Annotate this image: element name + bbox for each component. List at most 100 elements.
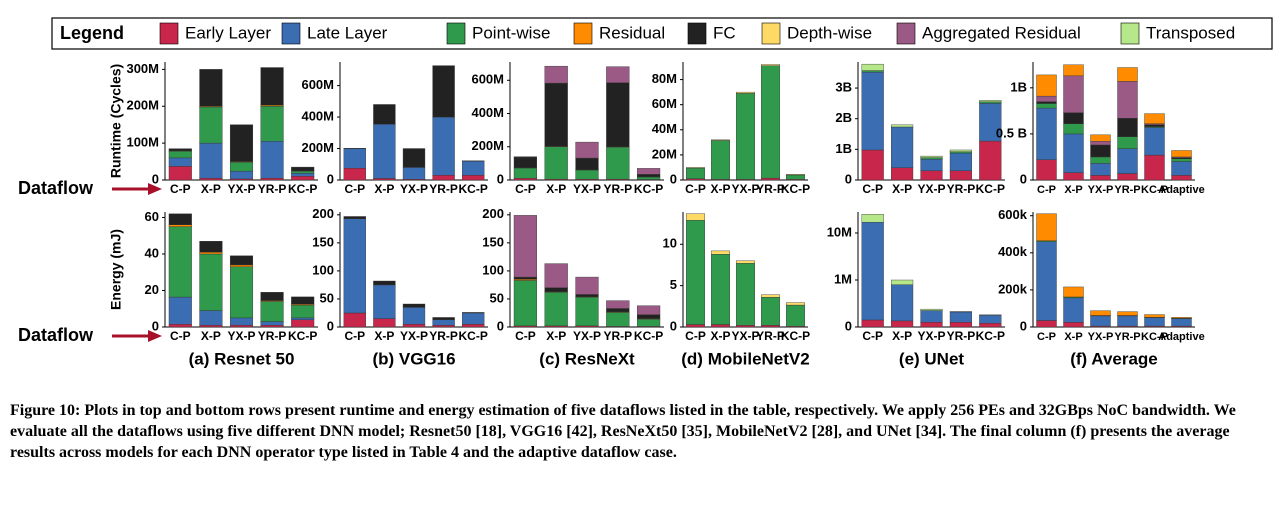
x-tick-label: KC-P (288, 329, 317, 343)
bar-segment (291, 170, 315, 174)
bar-segment (1117, 311, 1138, 316)
bar-segment (1117, 118, 1138, 137)
bar-segment (260, 321, 284, 326)
x-tick-label: YX-P (400, 182, 428, 196)
x-tick-label: YR-P (258, 182, 287, 196)
legend-label: Depth-wise (787, 23, 872, 42)
figure: Legend Early Layer Late Layer Point-wise Re… (18, 17, 1273, 368)
x-tick-label: X-P (892, 182, 912, 196)
y-tick-label: 150 (312, 234, 334, 249)
bar-segment (575, 157, 599, 170)
legend-label: Point-wise (472, 23, 550, 42)
y-tick-label: 0.5 B (996, 125, 1027, 140)
bar-segment (168, 226, 192, 298)
y-tick-label: 100 (312, 262, 334, 277)
bar-segment (1144, 314, 1165, 318)
x-tick-label: Adaptive (1158, 184, 1204, 196)
x-tick-label: X-P (374, 182, 394, 196)
bar-segment (1144, 317, 1165, 327)
x-tick-label: X-P (1064, 331, 1082, 343)
x-tick-label: KC-P (634, 329, 663, 343)
x-tick-label: C-P (515, 182, 536, 196)
x-tick-label: X-P (710, 182, 730, 196)
bar-segment (1171, 161, 1192, 176)
bar-segment (637, 314, 661, 319)
bar-segment (432, 319, 455, 326)
y-tick-label: 20 (145, 282, 159, 297)
y-tick-label: 0 (497, 171, 504, 186)
bar-segment (1117, 81, 1138, 119)
y-axis-label: Energy (mJ) (108, 229, 124, 310)
bar-segment (544, 263, 568, 288)
bar-segment (544, 82, 568, 147)
y-tick-label: 0 (327, 171, 334, 186)
x-tick-label: YX-P (573, 182, 601, 196)
bar-segment (637, 168, 661, 175)
bar-segment (229, 124, 254, 162)
bar-segment (229, 317, 254, 326)
bar-segment (979, 323, 1002, 328)
bar-segment (575, 294, 599, 297)
bar-segment (1090, 134, 1111, 142)
bar-segment (513, 276, 537, 280)
bar-segment (402, 167, 426, 180)
bar-segment (432, 175, 455, 181)
x-tick-label: YX-P (227, 182, 255, 196)
bar-segment (260, 67, 284, 106)
y-tick-label: 60 (145, 209, 159, 224)
y-tick-label: 200 (482, 206, 504, 221)
bar-segment (291, 296, 315, 305)
bar-segment (291, 166, 315, 171)
bar-segment (199, 251, 223, 255)
bar-segment (199, 69, 223, 107)
bar-segment (861, 214, 884, 223)
bar-segment (786, 304, 805, 327)
bar-segment (1036, 74, 1057, 97)
chart-caption: (f) Average (1070, 349, 1158, 368)
bar-segment (513, 280, 537, 327)
bar-segment (711, 253, 730, 325)
bar-segment (920, 308, 943, 311)
bar-segment (1063, 286, 1084, 298)
bar-segment (949, 170, 972, 181)
bar-segment (1117, 67, 1138, 82)
x-tick-label: X-P (201, 182, 221, 196)
bar-segment (761, 64, 780, 66)
bar-segment (686, 324, 705, 328)
bar-segment (343, 148, 366, 169)
bar-segment (761, 294, 780, 298)
bar-segment (1117, 136, 1138, 149)
y-tick-label: 20M (652, 146, 677, 161)
bar-segment (432, 325, 455, 328)
arrow-head (148, 330, 162, 342)
bar-segment (736, 260, 755, 264)
bar-segment (462, 312, 485, 314)
x-tick-label: X-P (546, 182, 566, 196)
x-tick-label: KC-P (459, 182, 488, 196)
legend-label: Early Layer (185, 23, 271, 42)
bar-segment (736, 263, 755, 326)
y-tick-label: 600k (998, 207, 1028, 222)
y-tick-label: 5 (670, 277, 677, 292)
bar-segment (1063, 75, 1084, 113)
legend-swatch (281, 22, 301, 45)
bar-segment (606, 312, 630, 327)
bar-segment (1036, 101, 1057, 104)
bar-segment (199, 241, 223, 253)
x-tick-label: C-P (685, 182, 706, 196)
bar-segment (686, 167, 705, 179)
bar-segment (891, 124, 914, 128)
x-tick-label: YX-P (731, 329, 759, 343)
chart-caption: (b) VGG16 (372, 349, 455, 368)
x-tick-label: KC-P (781, 329, 810, 343)
y-tick-label: 200M (126, 98, 159, 113)
y-tick-label: 3B (835, 79, 852, 94)
x-tick-label: KC-P (1141, 184, 1168, 196)
bar-segment (373, 104, 396, 125)
x-tick-label: X-P (201, 329, 221, 343)
chart-caption: (a) Resnet 50 (189, 349, 295, 368)
x-tick-label: C-P (344, 329, 365, 343)
bar-segment (711, 140, 730, 180)
x-tick-label: C-P (515, 329, 536, 343)
bar-segment (575, 141, 599, 159)
